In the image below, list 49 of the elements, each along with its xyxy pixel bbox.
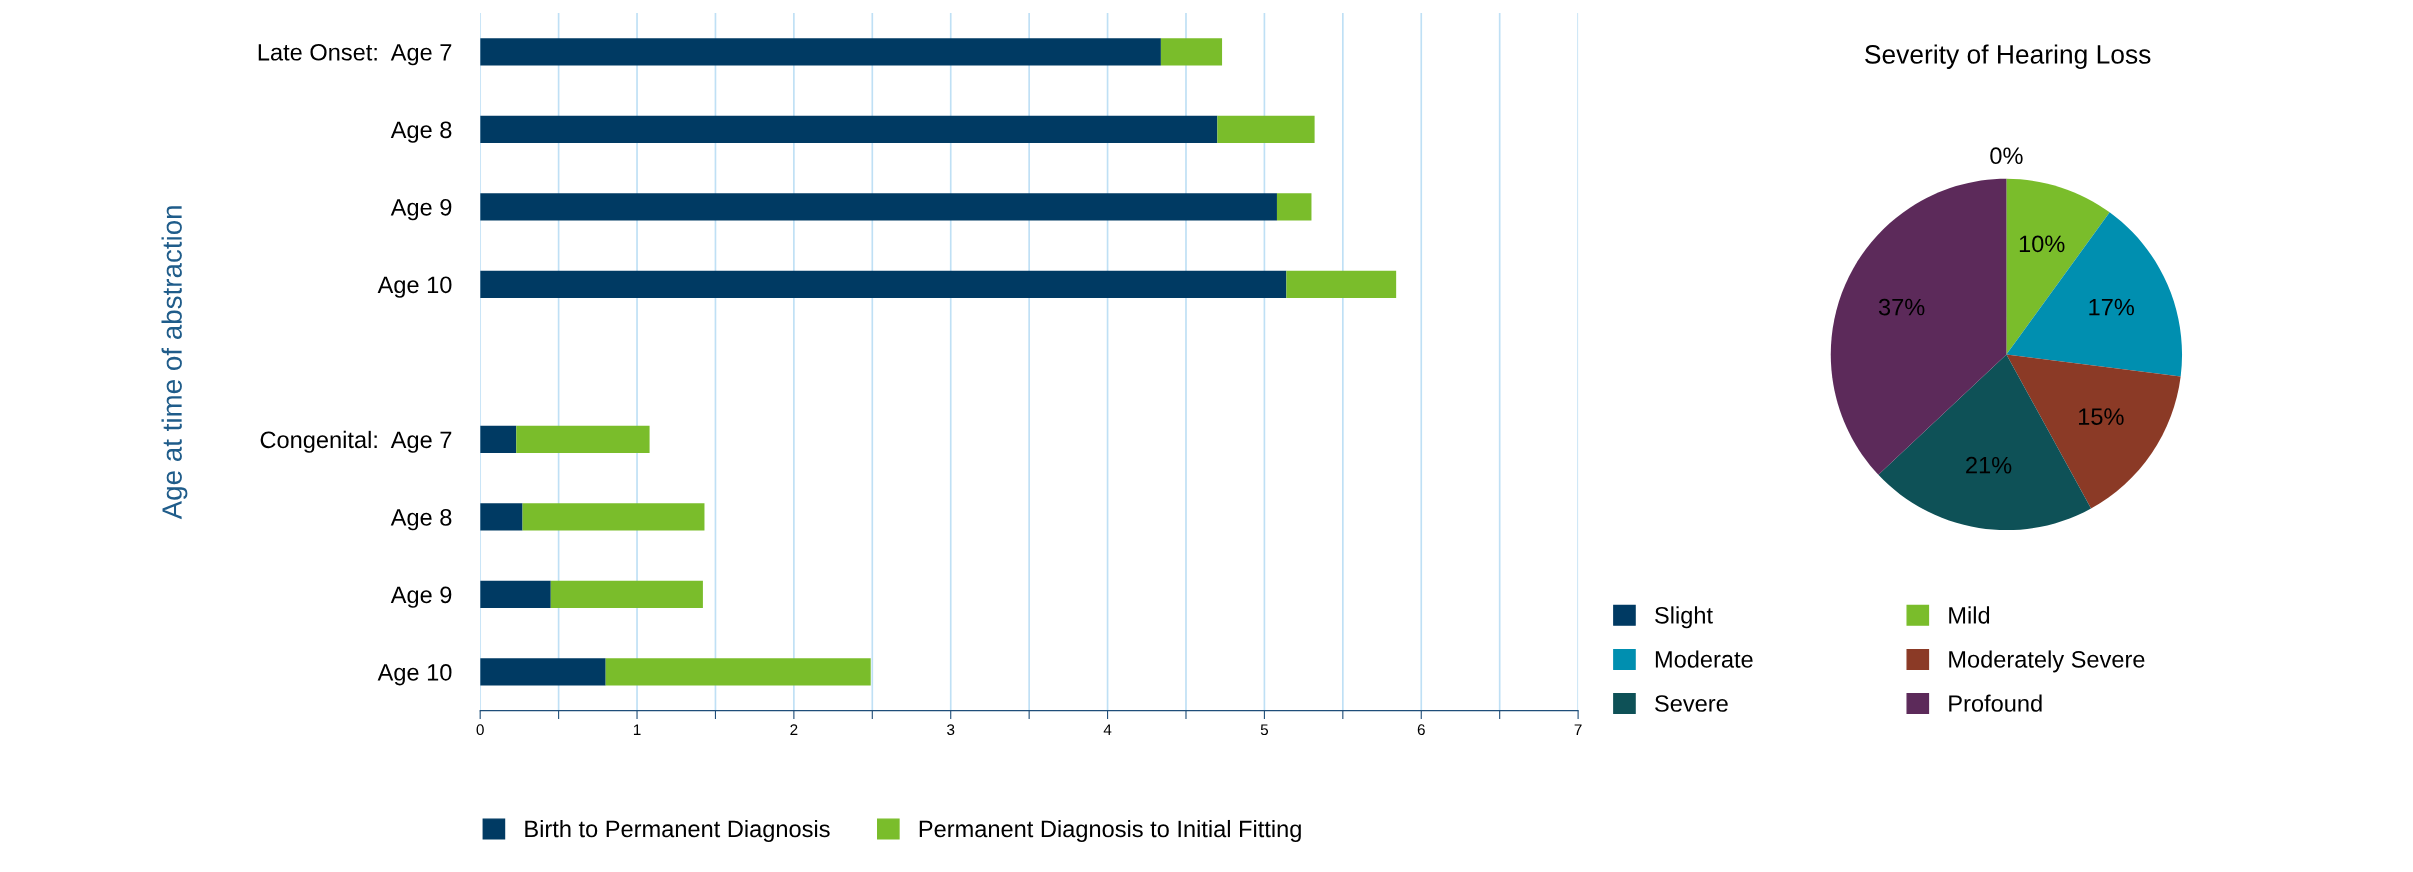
data-label: 37% bbox=[1878, 298, 1925, 316]
legend-label: Profound bbox=[1949, 694, 2042, 712]
y-tick-label: Age 8 bbox=[390, 508, 452, 531]
legend-label: Permanent Diagnosis to Initial Fitting bbox=[919, 819, 1301, 842]
data-label: 17% bbox=[2089, 298, 2134, 316]
legend-label: Moderately Severe bbox=[1949, 650, 2145, 673]
y-axis-title: Age at time of abstraction bbox=[161, 206, 188, 520]
bar bbox=[480, 193, 1277, 221]
bar bbox=[516, 425, 650, 453]
bar bbox=[522, 503, 705, 531]
legend-label: Slight bbox=[1655, 606, 1713, 629]
x-tick-label: 0 bbox=[476, 724, 484, 736]
bar bbox=[480, 115, 1218, 143]
y-tick-label: Age 10 bbox=[377, 276, 452, 298]
x-tick-label: 2 bbox=[790, 724, 798, 735]
legend-label: Mild bbox=[1949, 606, 1990, 624]
y-tick-label: Age 9 bbox=[390, 198, 452, 221]
y-tick-label: Late Onset: Age 7 bbox=[258, 43, 452, 66]
y-tick-label: Age 9 bbox=[390, 586, 452, 608]
x-tick-label: 3 bbox=[947, 724, 955, 736]
data-label: 10% bbox=[2019, 235, 2065, 253]
x-tick-label: 7 bbox=[1574, 724, 1582, 735]
y-tick-label: Age 10 bbox=[377, 663, 452, 686]
y-tick-label: Congenital: Age 7 bbox=[260, 430, 452, 453]
data-label: 21% bbox=[1966, 456, 2012, 474]
data-label: 15% bbox=[2079, 408, 2124, 425]
bar bbox=[480, 658, 606, 686]
bar bbox=[480, 580, 551, 608]
bar bbox=[1276, 193, 1312, 221]
bar bbox=[605, 658, 871, 686]
bar bbox=[480, 425, 517, 453]
bar bbox=[480, 38, 1161, 66]
bar bbox=[1217, 115, 1315, 143]
legend-label: Moderate bbox=[1655, 650, 1753, 668]
bar bbox=[480, 503, 523, 531]
chart-title: Severity of Hearing Loss bbox=[1865, 44, 2151, 69]
bar bbox=[1286, 270, 1397, 298]
bar bbox=[550, 580, 703, 608]
x-tick-label: 6 bbox=[1417, 724, 1425, 736]
x-tick-label: 1 bbox=[633, 724, 641, 735]
x-tick-label: 4 bbox=[1103, 724, 1112, 735]
bar bbox=[1160, 38, 1223, 66]
y-tick-label: Age 8 bbox=[390, 121, 452, 143]
x-tick-label: 5 bbox=[1260, 724, 1269, 736]
legend-label: Severe bbox=[1655, 695, 1728, 712]
pie-slice bbox=[2006, 212, 2183, 377]
legend-label: Birth to Permanent Diagnosis bbox=[525, 819, 830, 842]
text: 0% bbox=[1990, 147, 2023, 165]
bar bbox=[480, 270, 1287, 298]
